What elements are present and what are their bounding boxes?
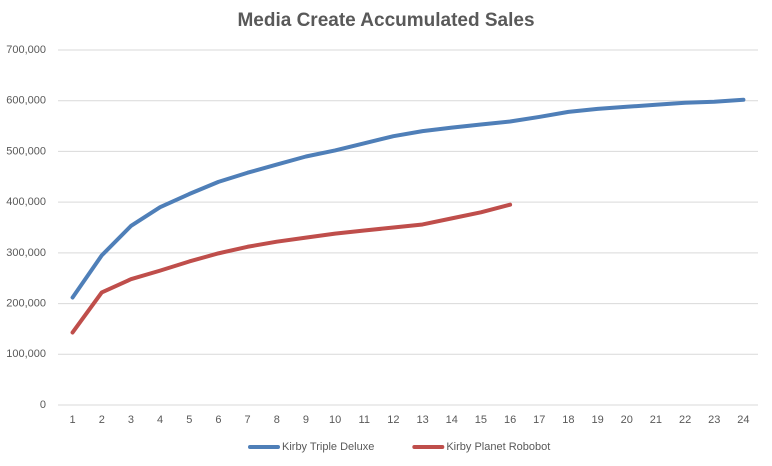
x-tick-label: 9 — [303, 414, 309, 426]
x-tick-label: 10 — [329, 414, 341, 426]
y-tick-label: 600,000 — [6, 95, 46, 107]
y-tick-label: 300,000 — [6, 247, 46, 259]
x-tick-label: 16 — [504, 414, 516, 426]
x-tick-label: 2 — [99, 414, 105, 426]
x-tick-label: 11 — [359, 414, 370, 426]
y-tick-label: 500,000 — [6, 145, 46, 157]
chart-title: Media Create Accumulated Sales — [237, 10, 534, 31]
x-tick-label: 13 — [416, 414, 428, 426]
x-tick-label: 19 — [591, 414, 603, 426]
y-tick-label: 400,000 — [6, 196, 46, 208]
legend-label: Kirby Planet Robobot — [446, 441, 550, 453]
x-tick-label: 24 — [737, 414, 749, 426]
x-tick-label: 17 — [533, 414, 545, 426]
x-tick-label: 14 — [446, 414, 458, 426]
y-tick-label: 200,000 — [6, 297, 46, 309]
x-tick-label: 7 — [245, 414, 251, 426]
legend-label: Kirby Triple Deluxe — [282, 441, 374, 453]
x-tick-label: 4 — [157, 414, 163, 426]
y-tick-label: 700,000 — [6, 44, 46, 56]
x-tick-label: 8 — [274, 414, 280, 426]
series-line — [70, 202, 513, 335]
x-tick-label: 3 — [128, 414, 134, 426]
x-tick-label: 6 — [215, 414, 221, 426]
x-tick-label: 23 — [708, 414, 720, 426]
x-tick-label: 18 — [562, 414, 574, 426]
x-tick-label: 12 — [387, 414, 399, 426]
series-line — [70, 97, 746, 300]
x-tick-label: 5 — [186, 414, 192, 426]
x-tick-label: 1 — [70, 414, 76, 426]
x-tick-label: 20 — [621, 414, 633, 426]
x-tick-label: 22 — [679, 414, 691, 426]
y-tick-label: 100,000 — [6, 348, 46, 360]
x-tick-label: 21 — [650, 414, 662, 426]
x-tick-label: 15 — [475, 414, 487, 426]
y-tick-label: 0 — [40, 399, 46, 411]
